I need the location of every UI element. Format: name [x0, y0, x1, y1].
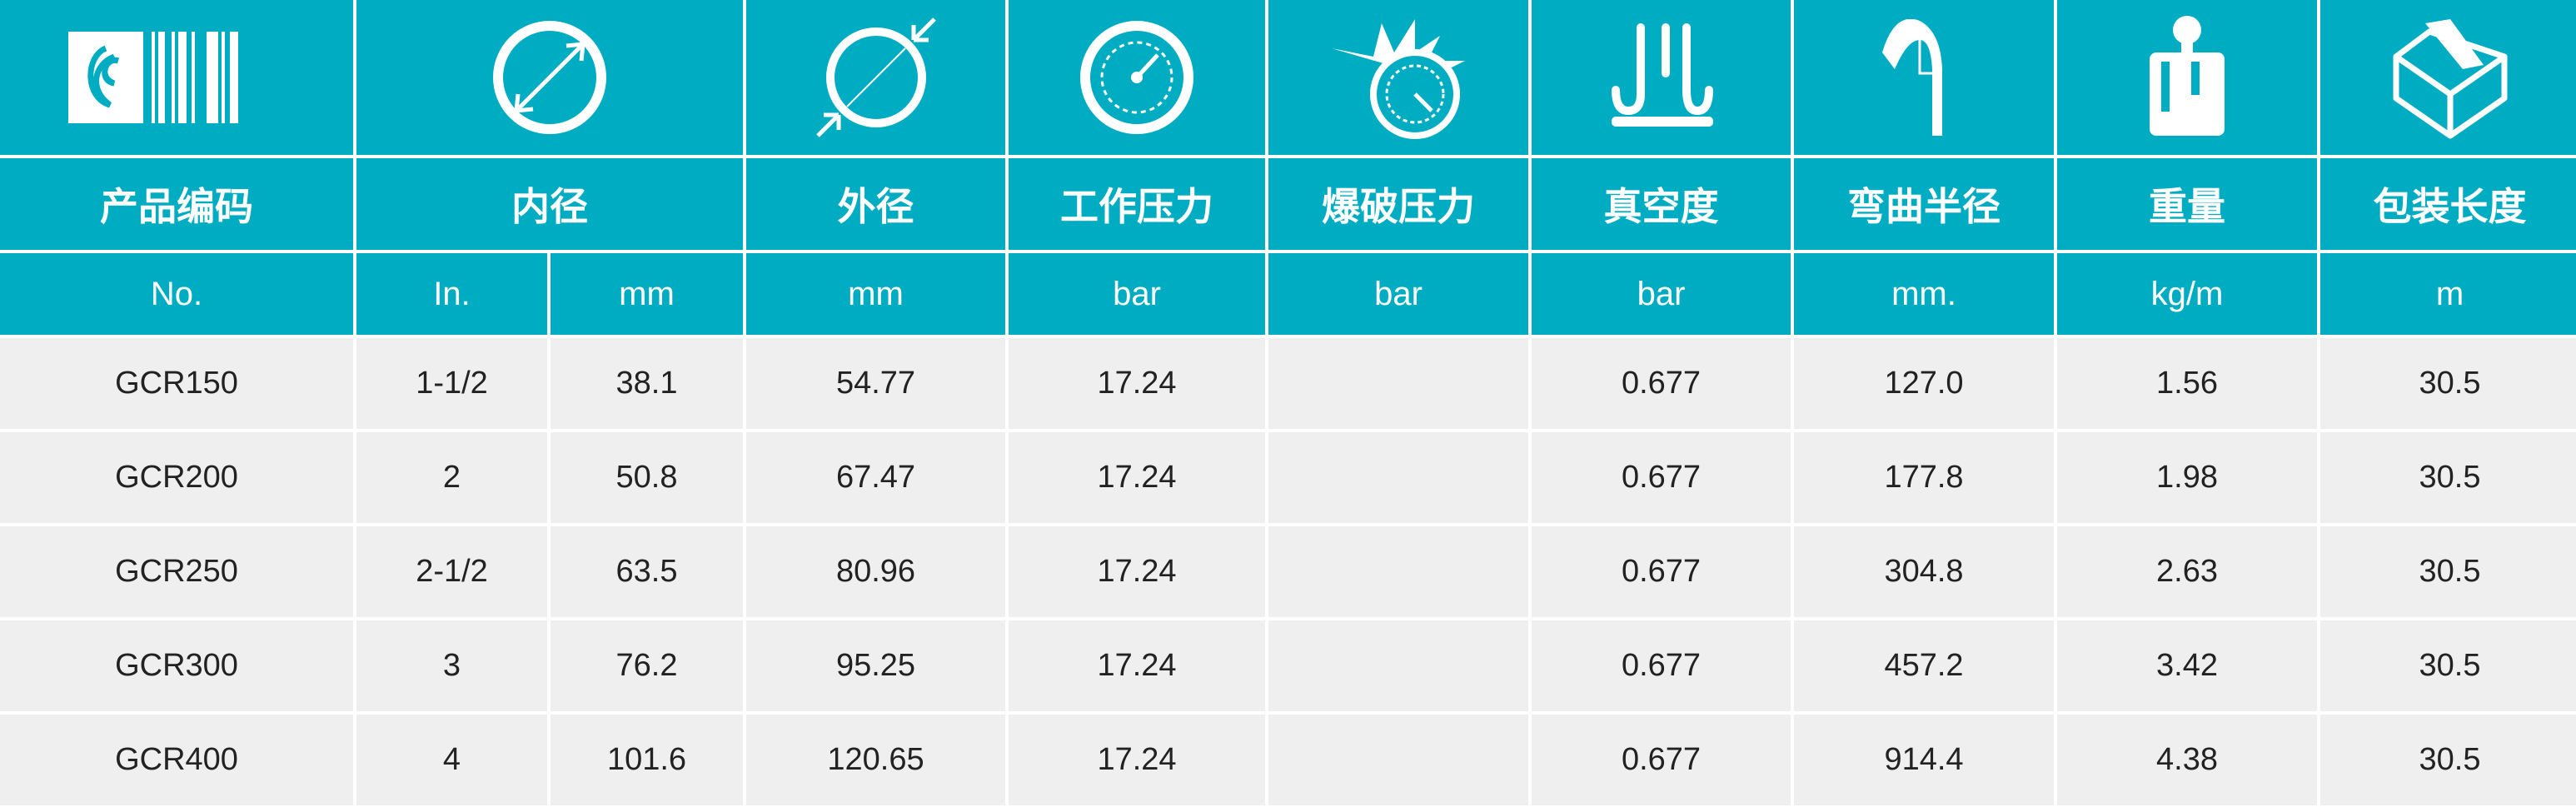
table-cell: 120.65	[746, 715, 1005, 805]
unit-bar: bar	[1009, 253, 1265, 335]
table-cell: 2-1/2	[356, 526, 547, 617]
table-cell	[1268, 620, 1528, 711]
table-cell: 67.47	[746, 432, 1005, 523]
table-cell: 30.5	[2320, 715, 2576, 805]
table-cell: 101.6	[551, 715, 743, 805]
table-cell: 30.5	[2320, 432, 2576, 523]
table-cell: 17.24	[1009, 620, 1265, 711]
unit-mm: mm	[746, 253, 1005, 335]
header-working-pressure: 工作压力	[1009, 158, 1265, 250]
table-cell: 3	[356, 620, 547, 711]
header-product-code: 产品编码	[0, 158, 353, 250]
table-cell: GCR200	[0, 432, 353, 523]
unit-kg-per-m: kg/m	[2057, 253, 2317, 335]
table-cell: 95.25	[746, 620, 1005, 711]
table-cell: 63.5	[551, 526, 743, 617]
table-cell: 76.2	[551, 620, 743, 711]
header-vacuum: 真空度	[1532, 158, 1791, 250]
table-cell: 3.42	[2057, 620, 2317, 711]
table-cell: GCR250	[0, 526, 353, 617]
barcode-logo-icon	[0, 0, 353, 155]
table-cell: 2	[356, 432, 547, 523]
unit-mm: mm.	[1794, 253, 2054, 335]
table-cell: 38.1	[551, 338, 743, 429]
table-cell: 1.56	[2057, 338, 2317, 429]
header-package-length: 包装长度	[2320, 158, 2576, 250]
table-cell: 4	[356, 715, 547, 805]
header-bend-radius: 弯曲半径	[1794, 158, 2054, 250]
table-cell: 0.677	[1532, 338, 1791, 429]
unit-bar: bar	[1532, 253, 1791, 335]
table-cell: 50.8	[551, 432, 743, 523]
table-cell: 2.63	[2057, 526, 2317, 617]
table-cell: 914.4	[1794, 715, 2054, 805]
table-cell: 457.2	[1794, 620, 2054, 711]
table-cell: 54.77	[746, 338, 1005, 429]
table-cell: 0.677	[1532, 526, 1791, 617]
table-cell: 4.38	[2057, 715, 2317, 805]
table-cell: 30.5	[2320, 338, 2576, 429]
table-cell: 1-1/2	[356, 338, 547, 429]
table-cell: GCR150	[0, 338, 353, 429]
table-cell: GCR400	[0, 715, 353, 805]
package-box-icon	[2320, 0, 2576, 155]
unit-mm: mm	[551, 253, 743, 335]
table-cell: 17.24	[1009, 526, 1265, 617]
table-cell: GCR300	[0, 620, 353, 711]
inner-diameter-icon	[356, 0, 743, 155]
header-outer-diameter: 外径	[746, 158, 1005, 250]
table-cell: 0.677	[1532, 432, 1791, 523]
bend-radius-icon	[1794, 0, 2054, 155]
working-pressure-gauge-icon	[1009, 0, 1265, 155]
table-cell: 17.24	[1009, 338, 1265, 429]
unit-no: No.	[0, 253, 353, 335]
burst-pressure-icon	[1268, 0, 1528, 155]
header-burst-pressure: 爆破压力	[1268, 158, 1528, 250]
table-cell: 17.24	[1009, 715, 1265, 805]
table-cell	[1268, 338, 1528, 429]
weight-icon	[2057, 0, 2317, 155]
table-cell	[1268, 715, 1528, 805]
vacuum-icon	[1532, 0, 1791, 155]
outer-diameter-icon	[746, 0, 1005, 155]
table-cell: 30.5	[2320, 526, 2576, 617]
unit-m: m	[2320, 253, 2576, 335]
table-cell: 17.24	[1009, 432, 1265, 523]
table-cell: 0.677	[1532, 620, 1791, 711]
header-weight: 重量	[2057, 158, 2317, 250]
table-cell: 177.8	[1794, 432, 2054, 523]
table-cell: 80.96	[746, 526, 1005, 617]
unit-inch: In.	[356, 253, 547, 335]
table-cell: 304.8	[1794, 526, 2054, 617]
header-inner-diameter: 内径	[356, 158, 743, 250]
table-cell: 30.5	[2320, 620, 2576, 711]
table-cell	[1268, 432, 1528, 523]
table-cell: 1.98	[2057, 432, 2317, 523]
table-cell: 0.677	[1532, 715, 1791, 805]
unit-bar: bar	[1268, 253, 1528, 335]
table-cell: 127.0	[1794, 338, 2054, 429]
table-cell	[1268, 526, 1528, 617]
